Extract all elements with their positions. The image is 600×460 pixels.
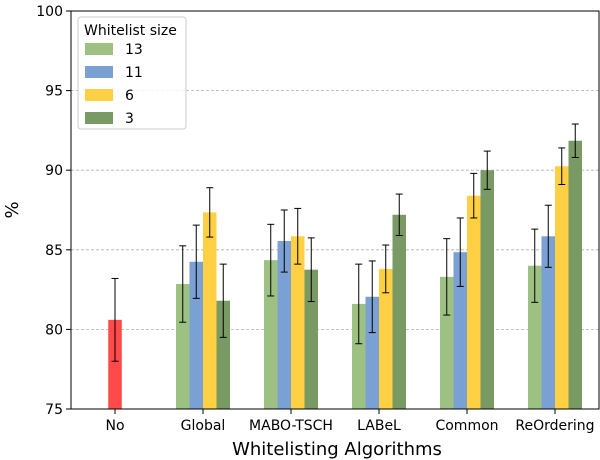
y-ticks: 75 80 85 90 95 100	[36, 4, 71, 418]
bar-series-6	[379, 268, 393, 409]
bar-series-3	[480, 170, 494, 409]
bar-series-6	[203, 212, 217, 409]
x-tick-label: ReOrdering	[515, 418, 594, 434]
bar-series-11	[541, 236, 555, 409]
y-axis-title: %	[2, 201, 23, 218]
legend-label: 13	[125, 42, 143, 58]
bar-series-13	[352, 303, 366, 409]
bar-series-6	[555, 166, 569, 409]
legend-swatch	[85, 43, 113, 55]
bar-series-11	[365, 296, 379, 409]
x-tick-label: No	[105, 418, 124, 434]
plot-frame	[70, 10, 600, 410]
y-tick-label: 85	[45, 243, 63, 259]
bar-series-6	[291, 236, 305, 409]
bar-series-13	[176, 284, 190, 409]
bar-series-3	[392, 214, 406, 409]
legend-swatch	[85, 66, 113, 78]
x-tick-label: LABeL	[357, 418, 401, 434]
bar-series-13	[264, 260, 278, 409]
y-tick-label: 95	[45, 84, 63, 100]
bar-series-11	[453, 252, 467, 409]
bar-series-3	[568, 140, 582, 410]
bar-series-3	[216, 300, 230, 409]
error-bars	[111, 123, 579, 362]
bar-series-6	[467, 195, 481, 409]
x-axis-title: Whitelisting Algorithms	[232, 439, 442, 460]
bar-series-13	[528, 265, 542, 409]
legend-label: 11	[125, 65, 143, 81]
legend-swatch	[85, 112, 113, 124]
y-tick-label: 100	[36, 4, 63, 20]
x-tick-label: Global	[181, 418, 226, 434]
legend-title: Whitelist size	[84, 23, 177, 39]
legend-label: 3	[125, 111, 134, 127]
bar-series-11	[277, 241, 291, 409]
y-tick-label: 90	[45, 163, 63, 179]
legend: Whitelist size 13 11 6 3	[77, 16, 187, 130]
bars	[108, 140, 582, 410]
legend-swatch	[85, 89, 113, 101]
y-tick-label: 75	[45, 402, 63, 418]
x-tick-label: Common	[435, 418, 498, 434]
bar-series-3	[304, 269, 318, 409]
legend-label: 6	[125, 88, 134, 104]
bar-baseline	[108, 319, 122, 409]
legend-items: 13 11 6 3	[85, 42, 143, 127]
axes	[70, 10, 600, 410]
x-tick-label: MABO-TSCH	[249, 418, 333, 434]
y-tick-label: 80	[45, 322, 63, 338]
x-ticks: No Global MABO-TSCH LABeL Common ReOrdering	[105, 409, 595, 434]
bar-series-13	[440, 276, 454, 409]
